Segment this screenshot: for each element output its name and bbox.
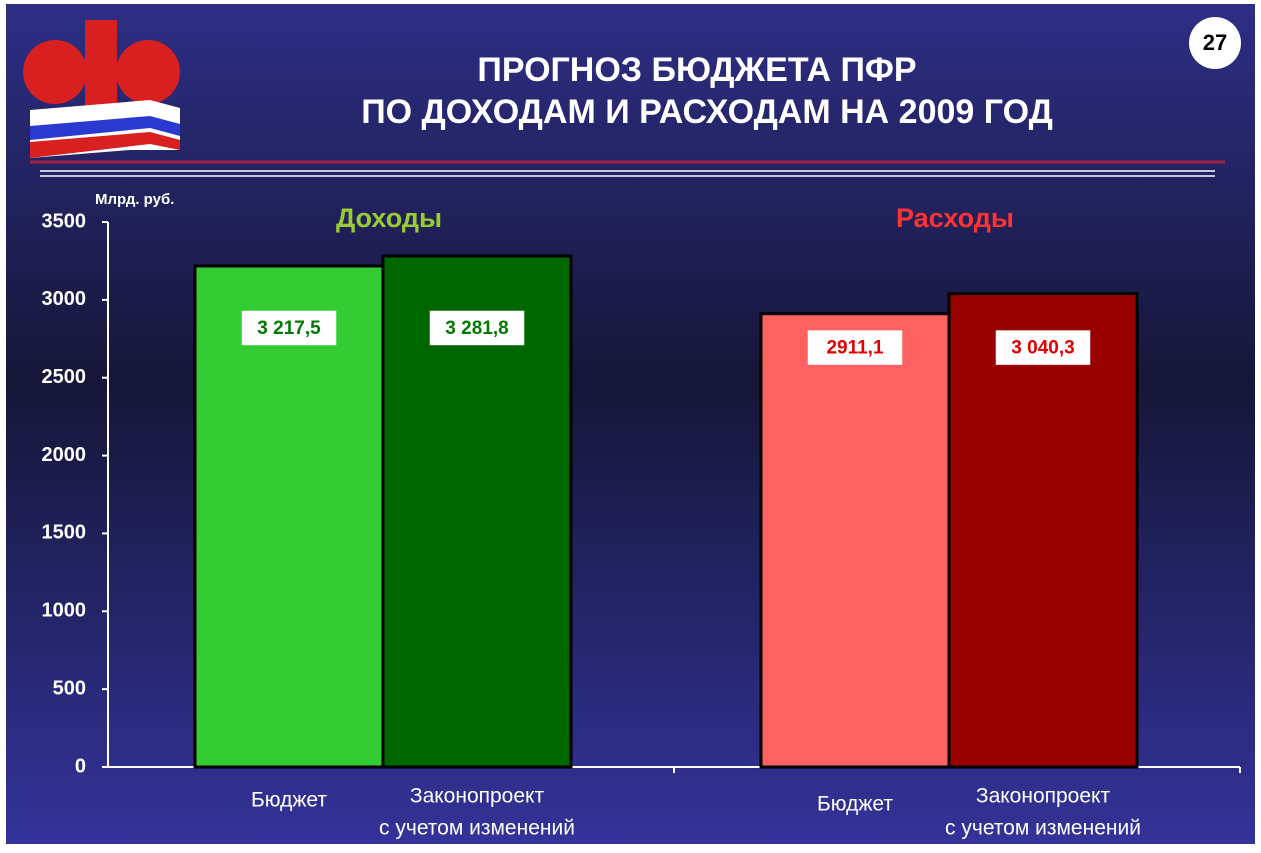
page-badge — [1189, 17, 1241, 69]
value-label: 3 281,8 — [445, 318, 508, 339]
x-tick-label: Бюджет — [251, 789, 327, 812]
bar — [759, 312, 951, 769]
x-tick-label: Бюджет — [817, 793, 893, 816]
logo — [23, 20, 180, 158]
value-label-box — [994, 328, 1092, 367]
x-tick-label: с учетом изменений — [945, 817, 1141, 840]
y-tick-label: 2000 — [42, 444, 87, 466]
x-tick-label: с учетом изменений — [379, 817, 575, 840]
y-tick-label: 2500 — [42, 366, 87, 388]
y-tick-label: 3500 — [42, 210, 87, 232]
value-label-box — [428, 309, 526, 347]
value-label-box — [240, 309, 338, 347]
bar — [193, 264, 385, 769]
x-tick-label: Законопроект — [410, 785, 545, 808]
x-tick-label: Законопроект — [976, 785, 1111, 808]
title-line: ПО ДОХОДАМ И РАСХОДАМ НА 2009 ГОД — [361, 93, 1053, 131]
y-tick-label: 1500 — [42, 522, 87, 544]
page-number: 27 — [1203, 30, 1227, 55]
y-tick-label: 0 — [75, 755, 86, 777]
value-label-box — [806, 328, 904, 367]
y-tick-label: 500 — [53, 677, 86, 699]
value-label: 3 217,5 — [257, 318, 321, 339]
y-tick-label: 3000 — [42, 288, 87, 310]
value-label: 2911,1 — [826, 338, 883, 359]
title-line: ПРОГНОЗ БЮДЖЕТА ПФР — [477, 51, 916, 89]
y-tick-label: 1000 — [42, 600, 87, 622]
value-label: 3 040,3 — [1011, 338, 1074, 359]
y-axis-label: Млрд. руб. — [95, 191, 174, 208]
bar — [947, 292, 1139, 769]
group-label: Доходы — [336, 203, 442, 233]
group-label: Расходы — [896, 203, 1014, 233]
